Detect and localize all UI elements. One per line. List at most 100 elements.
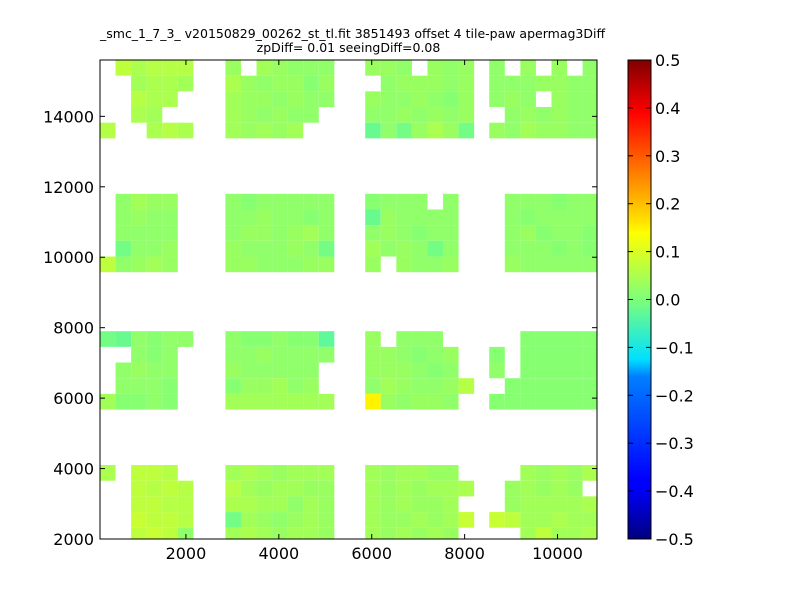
x-axis: 2000 4000 6000 8000 10000 (166, 60, 583, 563)
heatmap-cell (287, 480, 304, 497)
heatmap-cell (225, 393, 241, 410)
heatmap-cell (427, 107, 444, 123)
heatmap-cell (115, 393, 132, 410)
heatmap-cell (287, 393, 304, 410)
heatmap-cell (411, 122, 428, 139)
heatmap-cell (256, 512, 273, 528)
heatmap-cell (272, 480, 288, 497)
heatmap-cell (582, 378, 597, 394)
heatmap-cell (396, 527, 412, 539)
heatmap-cell (396, 225, 412, 241)
heatmap-cell (365, 393, 381, 410)
heatmap-cell (272, 331, 288, 347)
heatmap-cell (443, 496, 459, 513)
heatmap-cell (443, 225, 459, 241)
heatmap-cell (582, 527, 597, 539)
heatmap-cell (365, 346, 381, 363)
heatmap-cell (272, 512, 288, 528)
heatmap-cell (520, 393, 536, 410)
heatmap-cell (396, 465, 412, 481)
heatmap-cell (380, 107, 397, 123)
heatmap-cell (380, 480, 397, 497)
heatmap-cell (287, 527, 304, 539)
heatmap-cell (146, 331, 163, 347)
heatmap-cell (225, 209, 241, 226)
heatmap-cell (162, 378, 178, 394)
heatmap-cell (240, 480, 257, 497)
heatmap-cell (443, 378, 459, 394)
heatmap-cell (427, 225, 444, 241)
heatmap-cell (380, 193, 397, 210)
heatmap-cell (177, 60, 194, 76)
heatmap-cell (551, 465, 568, 481)
heatmap-cell (162, 346, 178, 363)
heatmap-cell (225, 240, 241, 257)
heatmap-cell (256, 193, 273, 210)
heatmap-cell (256, 60, 273, 76)
heatmap-cell (520, 480, 536, 497)
chart-subtitle: zpDiff= 0.01 seeingDiff=0.08 (256, 40, 441, 55)
heatmap-cell (303, 496, 319, 513)
heatmap-cell (318, 496, 335, 513)
heatmap-cell (411, 75, 428, 92)
heatmap-cell (443, 240, 459, 257)
heatmap-cell (162, 331, 178, 347)
heatmap-cell (225, 378, 241, 394)
heatmap-cell (567, 240, 583, 257)
heatmap-cell (146, 378, 163, 394)
heatmap-cell (115, 240, 132, 257)
x-tick-label: 8000 (444, 544, 485, 563)
heatmap-cell (427, 256, 444, 273)
heatmap-cell (115, 193, 132, 210)
heatmap-cell (411, 496, 428, 513)
heatmap-cell (287, 240, 304, 257)
heatmap-cell (504, 496, 521, 513)
heatmap-cell (146, 240, 163, 257)
heatmap-cell (365, 256, 381, 273)
heatmap-cell (380, 225, 397, 241)
heatmap-cell (365, 480, 381, 497)
heatmap-cell (551, 496, 568, 513)
heatmap-cell (240, 256, 257, 273)
heatmap-cell (100, 393, 116, 410)
colorbar-tick-label: 0.4 (655, 99, 680, 118)
heatmap-cell (240, 225, 257, 241)
heatmap-cell (162, 225, 178, 241)
heatmap-cell (287, 465, 304, 481)
heatmap-cell (396, 496, 412, 513)
heatmap-cell (396, 75, 412, 92)
heatmap-cell (489, 122, 505, 139)
heatmap-cell (272, 240, 288, 257)
colorbar-tick-label: 0.3 (655, 147, 680, 166)
heatmap-cell (380, 496, 397, 513)
heatmap-cell (365, 60, 381, 76)
heatmap-cell (582, 107, 597, 123)
heatmap-cell (365, 240, 381, 257)
heatmap-cell (504, 75, 521, 92)
x-tick-label: 6000 (351, 544, 392, 563)
heatmap-cell (504, 512, 521, 528)
heatmap-cell (318, 75, 335, 92)
heatmap-cell (240, 465, 257, 481)
heatmap-cell (256, 496, 273, 513)
heatmap-cell (458, 60, 475, 76)
heatmap-cell (225, 91, 241, 108)
heatmap-cell (535, 496, 552, 513)
heatmap-cell (567, 91, 583, 108)
heatmap-cell (272, 362, 288, 379)
colorbar-tick-label: 0.1 (655, 243, 680, 262)
heatmap-cell (225, 346, 241, 363)
heatmap-cell (303, 393, 319, 410)
heatmap-cell (131, 480, 147, 497)
heatmap-cell (443, 362, 459, 379)
heatmap-cell (146, 512, 163, 528)
heatmap-cell (380, 465, 397, 481)
colorbar-tick-label: −0.5 (655, 530, 694, 549)
heatmap-cell (162, 527, 178, 539)
heatmap-cell (520, 378, 536, 394)
heatmap-cell (318, 256, 335, 273)
heatmap-cell (240, 496, 257, 513)
heatmap-cell (551, 193, 568, 210)
heatmap-cell (567, 362, 583, 379)
